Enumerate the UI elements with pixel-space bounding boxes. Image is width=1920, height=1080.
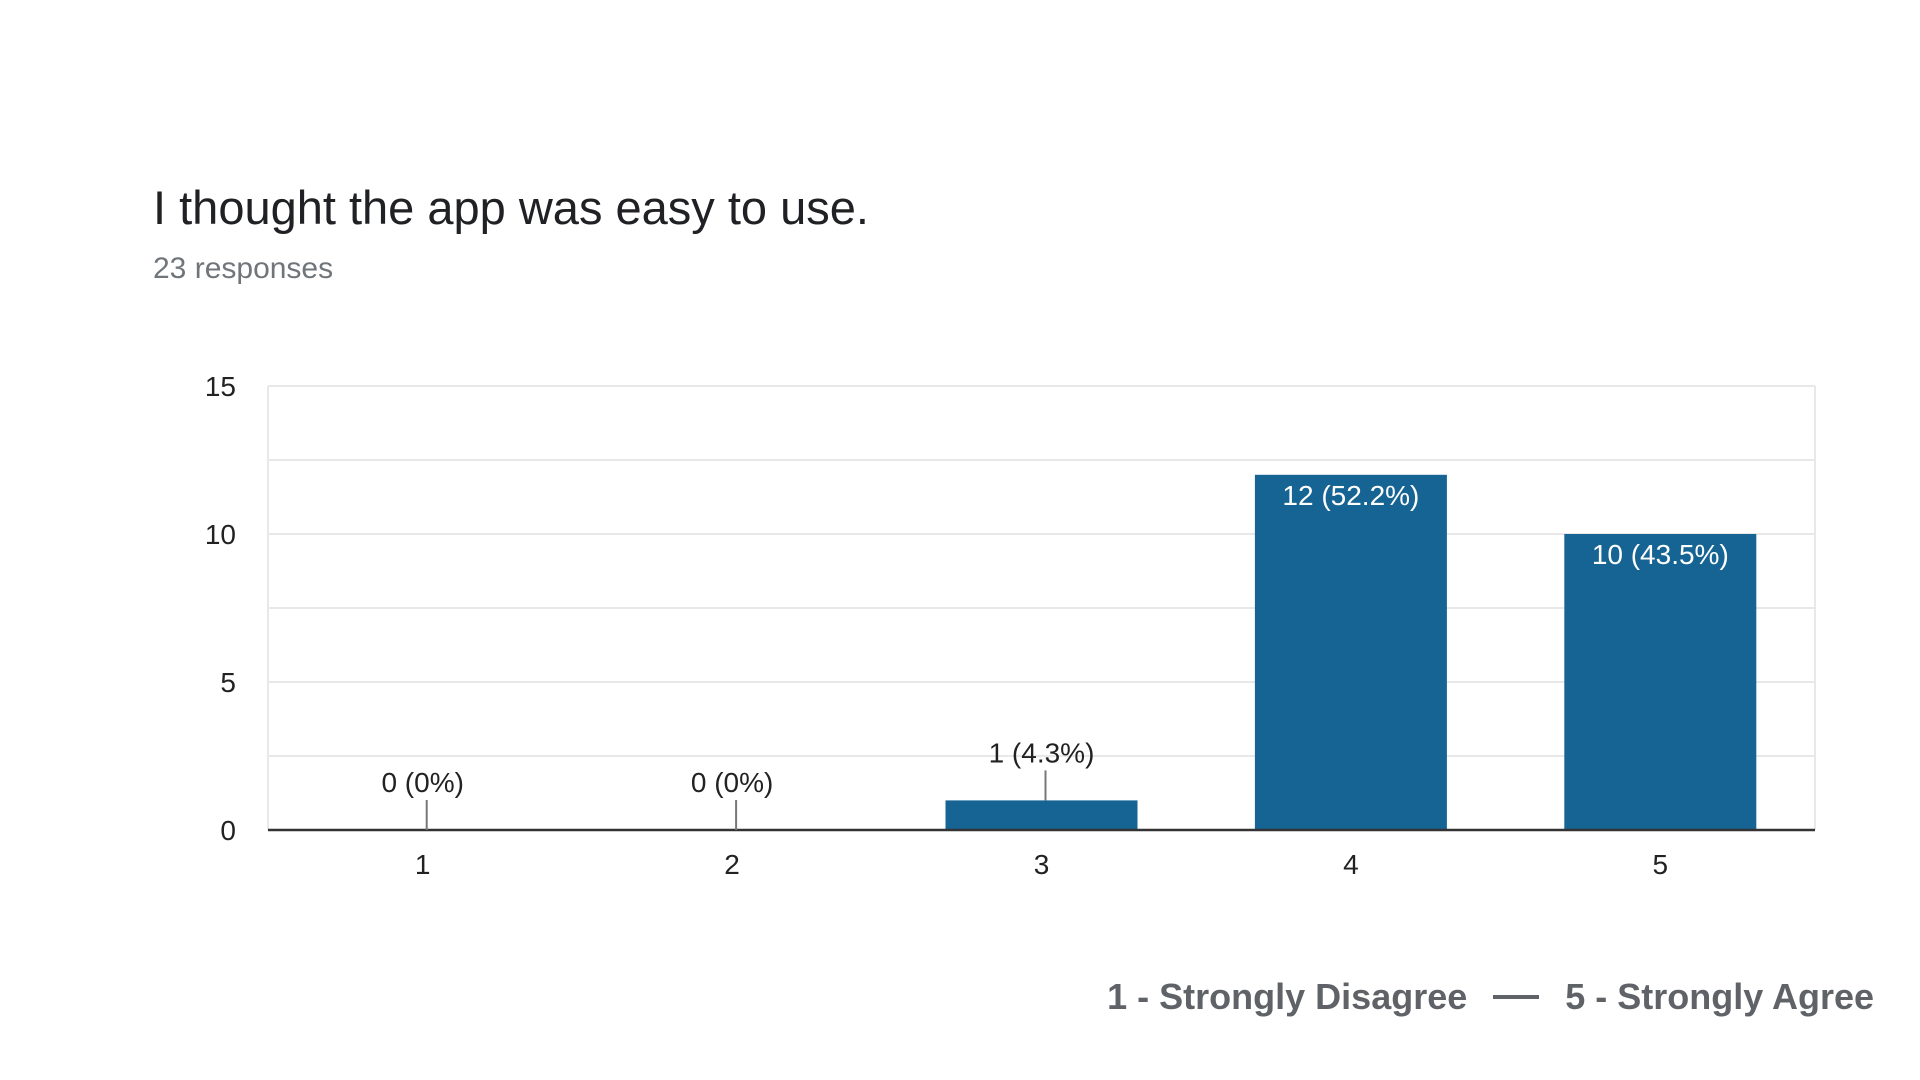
bar-3 <box>945 800 1138 830</box>
bars <box>945 474 1757 830</box>
chart-title: I thought the app was easy to use. <box>153 181 869 234</box>
scale-legend-dash <box>1493 995 1540 999</box>
data-label: 0 (0%) <box>381 767 463 798</box>
y-tick-label: 0 <box>220 815 236 846</box>
y-tick-label: 10 <box>205 519 236 550</box>
data-label: 12 (52.2%) <box>1282 480 1419 511</box>
axes: 0 5 10 15 1 2 3 4 5 <box>205 371 1815 880</box>
bar-4 <box>1254 474 1447 830</box>
x-tick-label: 1 <box>415 849 431 880</box>
scale-legend-high: 5 - Strongly Agree <box>1565 976 1874 1017</box>
y-tick-label: 5 <box>220 667 236 698</box>
x-tick-label: 3 <box>1034 849 1050 880</box>
x-tick-label: 5 <box>1653 849 1669 880</box>
x-tick-label: 2 <box>724 849 740 880</box>
gridlines <box>267 385 1816 830</box>
scale-legend-low: 1 - Strongly Disagree <box>1107 976 1468 1017</box>
x-tick-label: 4 <box>1343 849 1359 880</box>
data-label: 10 (43.5%) <box>1592 539 1729 570</box>
data-labels: 0 (0%) 0 (0%) 1 (4.3%) 12 (52.2%) 10 (43.5%) <box>381 480 1729 830</box>
data-label: 1 (4.3%) <box>989 737 1095 768</box>
bar-5 <box>1564 534 1757 830</box>
y-tick-label: 15 <box>205 371 236 402</box>
scale-legend: 1 - Strongly Disagree 5 - Strongly Agree <box>1107 976 1874 1018</box>
response-count: 23 responses <box>153 252 334 285</box>
data-label: 0 (0%) <box>691 767 773 798</box>
